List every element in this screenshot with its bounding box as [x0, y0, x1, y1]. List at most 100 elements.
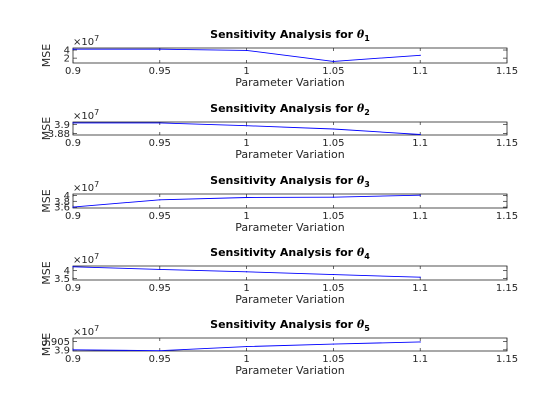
- title-text: Sensitivity Analysis for: [210, 174, 357, 187]
- axes-box: [72, 121, 508, 136]
- x-tick-label: 1.1: [412, 283, 428, 294]
- x-tick-label: 1: [243, 354, 249, 365]
- data-point: [159, 48, 161, 50]
- y-axis-label: MSE: [40, 333, 53, 356]
- data-point: [332, 60, 334, 62]
- data-point: [332, 128, 334, 130]
- y-tick-label: 3.5: [54, 274, 70, 285]
- x-tick-label: 1.05: [322, 354, 344, 365]
- x-tick-label: 1.05: [322, 138, 344, 149]
- y-axis-label: MSE: [40, 189, 53, 212]
- title-text: Sensitivity Analysis for: [210, 102, 357, 115]
- x-tick-label: 1: [243, 138, 249, 149]
- x-tick-label: 0.9: [65, 211, 81, 222]
- exponent-label: ×107: [73, 108, 99, 122]
- data-point: [419, 194, 421, 196]
- x-tick-label: 1.1: [412, 211, 428, 222]
- data-point: [419, 133, 421, 136]
- x-axis-label: Parameter Variation: [235, 76, 345, 89]
- y-axis-label: MSE: [40, 117, 53, 140]
- data-point: [332, 196, 334, 198]
- data-point: [72, 266, 74, 268]
- exponent-base: ×10: [73, 255, 94, 266]
- data-point: [72, 48, 74, 50]
- exponent-power: 7: [94, 180, 99, 189]
- exponent-power: 7: [94, 34, 99, 43]
- y-tick-label: 3.88: [48, 129, 70, 140]
- data-point: [159, 199, 161, 201]
- data-point: [246, 271, 248, 273]
- chart-title: Sensitivity Analysis for θ5: [210, 318, 370, 333]
- x-axis-label: Parameter Variation: [235, 293, 345, 306]
- subplot-3: Sensitivity Analysis for θ3 ×107 0.9 0.95 1 1…: [40, 174, 518, 234]
- y-tick-label: 3.905: [41, 337, 70, 348]
- x-axis-label: Parameter Variation: [235, 364, 345, 377]
- x-axis-label: Parameter Variation: [235, 148, 345, 161]
- x-tick-label: 1.05: [322, 66, 344, 77]
- x-tick-label: 0.9: [65, 138, 81, 149]
- title-subscript: 1: [364, 34, 370, 43]
- x-tick-label: 1: [243, 283, 249, 294]
- y-tick-label: 4: [64, 266, 70, 277]
- x-tick-label: 0.9: [65, 354, 81, 365]
- x-tick-label: 1.15: [496, 211, 518, 222]
- data-point: [159, 122, 161, 124]
- x-tick-label: 1.05: [322, 211, 344, 222]
- title-subscript: 5: [364, 324, 370, 333]
- y-tick-label: 4: [64, 46, 70, 57]
- axes-box: [72, 337, 508, 352]
- title-subscript: 2: [364, 108, 370, 117]
- chart-title: Sensitivity Analysis for θ1: [210, 28, 370, 43]
- x-tick-label: 1.15: [496, 354, 518, 365]
- title-symbol: θ: [357, 28, 365, 41]
- x-tick-label: 1.15: [496, 283, 518, 294]
- data-point: [419, 341, 421, 343]
- title-symbol: θ: [357, 174, 365, 187]
- data-point: [332, 343, 334, 345]
- data-point: [246, 196, 248, 199]
- title-symbol: θ: [357, 246, 365, 259]
- exponent-label: ×107: [73, 252, 99, 266]
- x-tick-label: 1.1: [412, 138, 428, 149]
- data-point: [72, 122, 74, 124]
- title-text: Sensitivity Analysis for: [210, 28, 357, 41]
- axes-box: [72, 193, 508, 209]
- x-tick-label: 1.15: [496, 66, 518, 77]
- y-tick-label: 3.8: [54, 197, 70, 208]
- x-tick-label: 0.95: [149, 66, 171, 77]
- data-point: [159, 350, 161, 352]
- x-tick-label: 1: [243, 211, 249, 222]
- y-tick-label: 3.9: [54, 120, 70, 131]
- x-tick-label: 1: [243, 66, 249, 77]
- y-tick-label: 3.9: [54, 345, 70, 356]
- exponent-base: ×10: [73, 183, 94, 194]
- y-tick-label: 3.6: [54, 203, 70, 214]
- exponent-base: ×10: [73, 111, 94, 122]
- x-axis-label: Parameter Variation: [235, 221, 345, 234]
- x-tick-label: 0.95: [149, 211, 171, 222]
- chart-title: Sensitivity Analysis for θ3: [210, 174, 370, 189]
- subplot-5: Sensitivity Analysis for θ5 ×107 0.9 0.95 1 1…: [40, 318, 518, 377]
- y-axis-label: MSE: [40, 44, 53, 67]
- title-symbol: θ: [357, 318, 365, 331]
- x-tick-label: 0.95: [149, 354, 171, 365]
- y-axis-label: MSE: [40, 261, 53, 284]
- x-tick-label: 1.1: [412, 354, 428, 365]
- data-point: [72, 206, 74, 208]
- title-subscript: 4: [364, 252, 370, 261]
- data-point: [332, 273, 334, 276]
- data-point: [72, 349, 74, 351]
- chart-title: Sensitivity Analysis for θ4: [210, 246, 370, 261]
- title-text: Sensitivity Analysis for: [210, 246, 357, 259]
- x-tick-label: 0.9: [65, 66, 81, 77]
- exponent-base: ×10: [73, 37, 94, 48]
- exponent-label: ×107: [73, 180, 99, 194]
- title-subscript: 3: [364, 180, 370, 189]
- x-tick-label: 1.15: [496, 138, 518, 149]
- x-tick-label: 0.9: [65, 283, 81, 294]
- exponent-power: 7: [94, 252, 99, 261]
- y-tick-label: 4: [64, 191, 70, 202]
